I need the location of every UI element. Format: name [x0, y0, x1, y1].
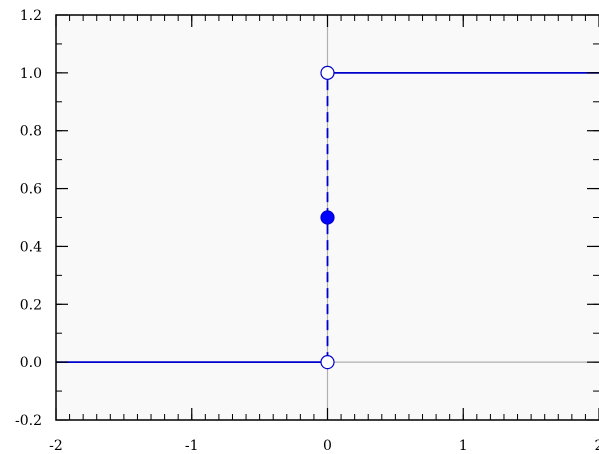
- open-point-1: [320, 65, 335, 80]
- y-tick-label: 0.0: [20, 355, 42, 371]
- y-tick-label: 0.8: [20, 124, 42, 140]
- x-tick-label: 1: [459, 438, 468, 454]
- x-tick-label: -1: [185, 438, 199, 454]
- x-tick-label: 0: [323, 438, 332, 454]
- y-tick-label: 0.2: [20, 297, 42, 313]
- tick-marks: [55, 14, 599, 421]
- y-tick-label: 0.6: [20, 182, 42, 198]
- x-tick-label: 2: [595, 438, 599, 454]
- open-point-0: [320, 355, 335, 370]
- y-tick-label: 1.0: [20, 66, 42, 82]
- y-tick-label: -0.2: [15, 413, 42, 429]
- tick-labels: -2 -1 0 1 2 -0.2 0.0 0.2 0.4 0.6 0.8 1.0 1.2: [15, 8, 599, 454]
- x-tick-label: -2: [49, 438, 63, 454]
- marker-layer: [320, 65, 335, 370]
- y-tick-label: 1.2: [20, 8, 42, 24]
- y-tick-label: 0.4: [20, 239, 42, 255]
- filled-point-2: [320, 210, 335, 225]
